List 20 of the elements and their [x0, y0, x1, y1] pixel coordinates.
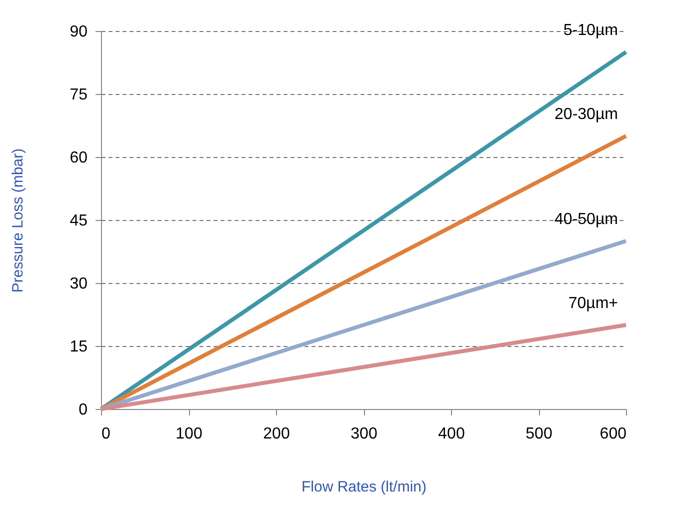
- x-tick-label: 0: [102, 426, 110, 442]
- y-tick-label: 0: [78, 402, 88, 418]
- y-tick-label: 75: [70, 86, 88, 104]
- y-tick-label: 15: [70, 338, 88, 356]
- x-tick-label: 500: [526, 426, 552, 442]
- x-tick-label: 100: [176, 426, 202, 442]
- series-label: 40-50µm: [554, 211, 618, 228]
- x-tick-label: 200: [263, 426, 290, 442]
- series-label: 20-30µm: [554, 106, 618, 123]
- y-tick-label: 45: [70, 212, 88, 230]
- y-tick-label: 60: [70, 150, 88, 166]
- x-tick-label: 400: [438, 426, 465, 442]
- y-axis-title: Pressure Loss (mbar): [10, 148, 27, 293]
- series-label: 70µm+: [568, 295, 618, 312]
- x-tick-label: 600: [600, 426, 627, 442]
- series-label: 5-10µm: [563, 22, 618, 39]
- x-axis-title: Flow Rates (lt/min): [301, 478, 427, 496]
- y-tick-label: 30: [70, 276, 88, 292]
- y-tick-label: 90: [70, 24, 88, 40]
- x-tick-label: 300: [350, 426, 378, 442]
